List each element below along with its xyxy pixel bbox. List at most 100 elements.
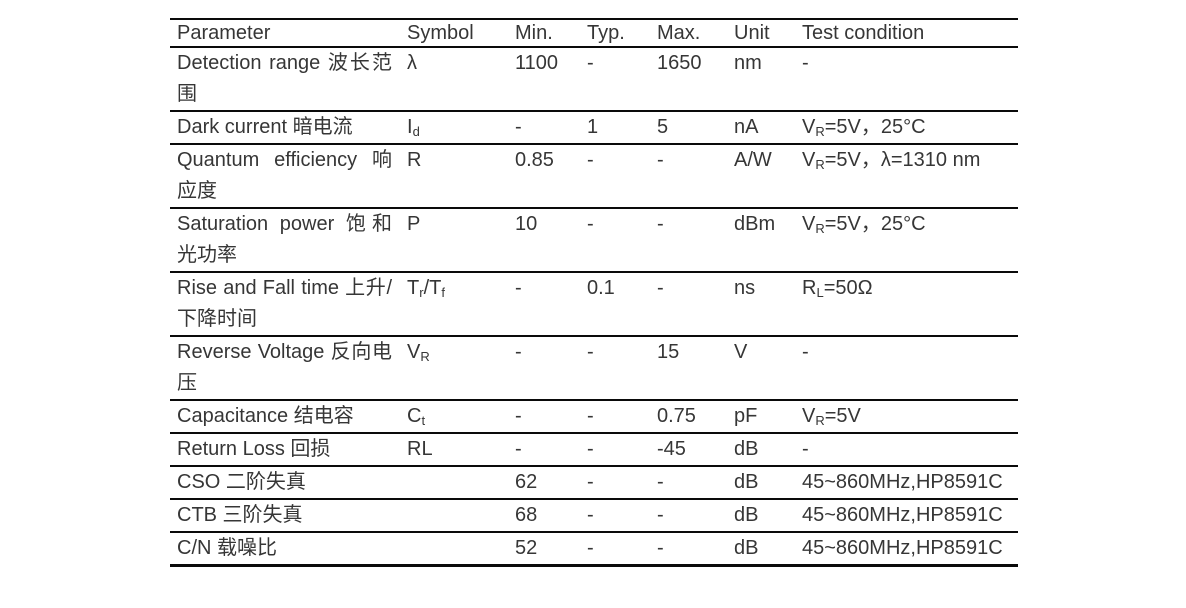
header-test-condition: Test condition — [795, 19, 1018, 48]
cell-max: - — [650, 466, 727, 500]
cell-min: - — [508, 336, 580, 401]
cell-min: - — [508, 272, 580, 337]
spec-table-body: Detection range 波长范围 λ 1100 - 1650 nm - … — [170, 47, 1018, 566]
cell-min: 52 — [515, 537, 538, 559]
cell-test-condition: VR=5V — [795, 400, 1018, 434]
cell-typ: 1 — [580, 111, 650, 145]
cell-max: 15 — [650, 336, 727, 401]
cell-unit: nm — [727, 47, 795, 112]
cell-test-condition: RL=50Ω — [795, 272, 1018, 337]
cell-typ: - — [580, 208, 650, 273]
cell-max: - — [650, 208, 727, 273]
cell-typ: - — [580, 466, 650, 500]
cell-unit: pF — [727, 400, 795, 434]
table-row-quantum-efficiency: Quantum efficiency 响应度 R 0.85 - - A/W VR… — [170, 144, 1018, 209]
cell-test-condition: 45~860MHz,HP8591C — [802, 537, 1003, 559]
cell-min: 68 — [508, 499, 580, 533]
cell-typ: - — [580, 433, 650, 467]
cell-parameter: CSO 二阶失真 — [170, 466, 400, 500]
cell-test-condition: 45~860MHz,HP8591C — [795, 466, 1018, 500]
table-row-cn-ratio: C/N 载噪比 52 - - dB 45~860MHz,HP8591C — [170, 532, 1018, 566]
cell-test-condition: 45~860MHz,HP8591C — [795, 499, 1018, 533]
table-row-capacitance: Capacitance 结电容 Ct - - 0.75 pF VR=5V — [170, 400, 1018, 434]
cell-max: 0.75 — [650, 400, 727, 434]
table-row-dark-current: Dark current 暗电流 Id - 1 5 nA VR=5V，25°C — [170, 111, 1018, 145]
cell-min: 0.85 — [508, 144, 580, 209]
table-row-detection-range: Detection range 波长范围 λ 1100 - 1650 nm - — [170, 47, 1018, 112]
cell-max: - — [650, 272, 727, 337]
cell-unit: dB — [727, 466, 795, 500]
spec-table-header: Parameter Symbol Min. Typ. Max. Unit Tes… — [170, 19, 1018, 48]
cell-typ: - — [580, 400, 650, 434]
header-typ: Typ. — [580, 19, 650, 48]
cell-symbol: Ct — [400, 400, 508, 434]
cell-min: 1100 — [508, 47, 580, 112]
cell-test-condition: - — [795, 433, 1018, 467]
cell-unit: nA — [727, 111, 795, 145]
table-row-cso: CSO 二阶失真 62 - - dB 45~860MHz,HP8591C — [170, 466, 1018, 500]
cell-max: - — [650, 499, 727, 533]
cell-parameter: Rise and Fall time 上升/下降时间 — [170, 272, 400, 337]
cell-max: 1650 — [650, 47, 727, 112]
header-parameter: Parameter — [170, 19, 400, 48]
cell-unit: V — [727, 336, 795, 401]
cell-min: - — [508, 433, 580, 467]
cell-symbol: Id — [400, 111, 508, 145]
cell-symbol: P — [400, 208, 508, 273]
cell-symbol — [400, 466, 508, 500]
cell-test-condition: VR=5V，25°C — [795, 208, 1018, 273]
cell-max: -45 — [650, 433, 727, 467]
cell-unit: dB — [734, 537, 759, 559]
table-row-return-loss: Return Loss 回损 RL - - -45 dB - — [170, 433, 1018, 467]
cell-typ: - — [580, 144, 650, 209]
cell-test-condition: VR=5V，λ=1310 nm — [795, 144, 1018, 209]
cell-symbol: RL — [400, 433, 508, 467]
cell-unit: ns — [727, 272, 795, 337]
table-row-reverse-voltage: Reverse Voltage 反向电压 VR - - 15 V - — [170, 336, 1018, 401]
cell-symbol: R — [400, 144, 508, 209]
cell-symbol: Tr/Tf — [400, 272, 508, 337]
cell-typ: - — [587, 537, 594, 559]
cell-min: 10 — [508, 208, 580, 273]
cell-symbol: VR — [400, 336, 508, 401]
table-row-saturation-power: Saturation power 饱和光功率 P 10 - - dBm VR=5… — [170, 208, 1018, 273]
header-symbol: Symbol — [400, 19, 508, 48]
cell-parameter: Quantum efficiency 响应度 — [170, 144, 400, 209]
cell-test-condition: - — [795, 336, 1018, 401]
cell-unit: dB — [727, 433, 795, 467]
header-row: Parameter Symbol Min. Typ. Max. Unit Tes… — [170, 19, 1018, 48]
cell-parameter: Capacitance 结电容 — [170, 400, 400, 434]
cell-unit: A/W — [727, 144, 795, 209]
cell-min: - — [508, 111, 580, 145]
header-min: Min. — [508, 19, 580, 48]
cell-typ: - — [580, 47, 650, 112]
cell-parameter: C/N 载噪比 — [177, 537, 277, 559]
header-unit: Unit — [727, 19, 795, 48]
cell-min: - — [508, 400, 580, 434]
cell-test-condition: VR=5V，25°C — [795, 111, 1018, 145]
cell-parameter: Dark current 暗电流 — [170, 111, 400, 145]
cell-typ: - — [580, 336, 650, 401]
cell-unit: dBm — [727, 208, 795, 273]
cell-min: 62 — [508, 466, 580, 500]
cell-typ: 0.1 — [580, 272, 650, 337]
cell-symbol: λ — [400, 47, 508, 112]
cell-symbol — [400, 499, 508, 533]
cell-max: - — [650, 144, 727, 209]
cell-parameter: CTB 三阶失真 — [170, 499, 400, 533]
cell-max: 5 — [650, 111, 727, 145]
cell-parameter: Return Loss 回损 — [170, 433, 400, 467]
cell-unit: dB — [727, 499, 795, 533]
cell-parameter: Detection range 波长范围 — [170, 47, 400, 112]
cell-typ: - — [580, 499, 650, 533]
cell-max: - — [657, 537, 664, 559]
cell-parameter: Reverse Voltage 反向电压 — [170, 336, 400, 401]
cell-symbol — [400, 532, 508, 566]
header-max: Max. — [650, 19, 727, 48]
table-row-ctb: CTB 三阶失真 68 - - dB 45~860MHz,HP8591C — [170, 499, 1018, 533]
cell-test-condition: - — [795, 47, 1018, 112]
cell-parameter: Saturation power 饱和光功率 — [170, 208, 400, 273]
table-row-rise-fall-time: Rise and Fall time 上升/下降时间 Tr/Tf - 0.1 -… — [170, 272, 1018, 337]
spec-table: Parameter Symbol Min. Typ. Max. Unit Tes… — [170, 18, 1018, 567]
